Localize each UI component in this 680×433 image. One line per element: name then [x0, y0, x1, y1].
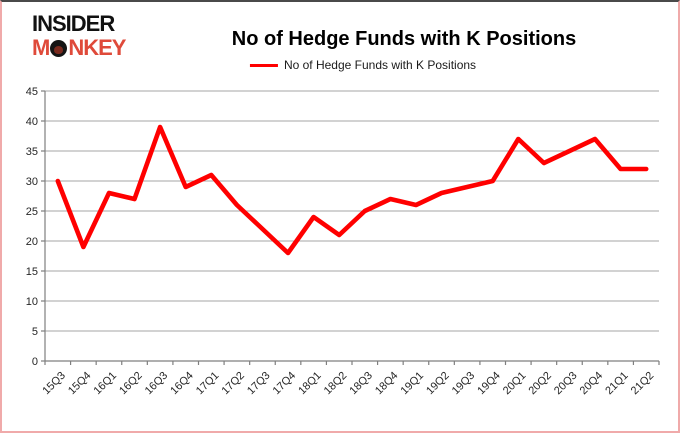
logo-insider-text: INSIDER	[32, 11, 115, 36]
legend-line-swatch	[249, 63, 278, 67]
x-tick-label: 16Q3	[143, 370, 171, 398]
x-tick-label: 20Q4	[578, 370, 606, 398]
logo-monkey-nkey: NKEY	[68, 35, 126, 60]
series-line	[55, 124, 649, 256]
x-tick-label: 18Q2	[322, 370, 350, 398]
x-tick-label: 15Q3	[40, 370, 68, 398]
logo-monkey-m: M	[32, 35, 50, 60]
x-tick-label: 16Q2	[117, 370, 145, 398]
y-tick-label: 15	[26, 266, 38, 278]
x-tick-label: 19Q1	[399, 370, 427, 398]
monkey-head-icon	[50, 39, 68, 57]
y-tick-label: 35	[26, 146, 38, 158]
x-tick-label: 20Q3	[552, 370, 580, 398]
x-tick-label: 21Q2	[629, 370, 657, 398]
x-tick-label: 19Q3	[450, 370, 478, 398]
y-tick-label: 0	[32, 356, 38, 368]
y-tick-label: 10	[26, 296, 38, 308]
x-tick-label: 18Q3	[347, 370, 375, 398]
x-tick-label: 17Q3	[245, 370, 273, 398]
x-tick-label: 16Q1	[92, 370, 120, 398]
x-tick-label: 20Q2	[526, 370, 554, 398]
y-tick-label: 5	[32, 326, 38, 338]
legend: No of Hedge Funds with K Positions	[249, 58, 477, 72]
x-tick-label: 20Q1	[501, 370, 529, 398]
x-tick-label: 17Q2	[219, 370, 247, 398]
x-tick-label: 18Q1	[296, 370, 324, 398]
y-tick-label: 30	[26, 176, 38, 188]
x-tick-label: 16Q4	[168, 370, 196, 398]
x-tick-label: 15Q4	[66, 370, 94, 398]
x-tick-label: 17Q4	[271, 370, 299, 398]
x-tick-label: 21Q1	[603, 370, 631, 398]
y-tick-label: 20	[26, 236, 38, 248]
y-tick-label: 40	[26, 116, 38, 128]
x-tick-label: 18Q4	[373, 370, 401, 398]
logo-monkey-text: M NKEY	[32, 35, 126, 60]
y-tick-label: 45	[26, 86, 38, 98]
x-tick-label: 19Q2	[424, 370, 452, 398]
y-tick-label: 25	[26, 206, 38, 218]
insider-monkey-logo: INSIDER M NKEY	[32, 11, 126, 60]
x-tick-label: 17Q1	[194, 370, 222, 398]
legend-label: No of Hedge Funds with K Positions	[283, 58, 477, 72]
chart-title: No of Hedge Funds with K Positions	[231, 28, 577, 50]
x-tick-label: 19Q4	[475, 370, 503, 398]
